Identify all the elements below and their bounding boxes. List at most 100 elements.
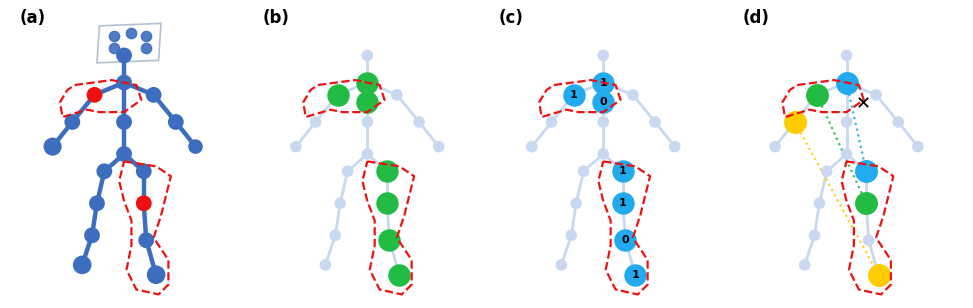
Point	[858, 201, 874, 206]
Point	[839, 80, 854, 85]
Point	[379, 201, 395, 206]
Point	[871, 272, 886, 277]
Polygon shape	[97, 23, 161, 63]
Point	[576, 169, 592, 174]
Point	[389, 92, 405, 97]
Point	[595, 100, 611, 105]
Point	[106, 46, 122, 51]
Point	[615, 169, 631, 174]
Text: 0: 0	[622, 235, 630, 245]
Point	[87, 92, 102, 97]
Point	[391, 272, 407, 277]
Point	[811, 201, 827, 206]
Point	[360, 100, 376, 105]
Point	[431, 144, 447, 149]
Point	[74, 262, 90, 267]
Text: (d): (d)	[742, 9, 770, 27]
Text: 1: 1	[631, 270, 639, 280]
Point	[858, 201, 874, 206]
Point	[117, 53, 132, 58]
Point	[839, 120, 854, 124]
Point	[566, 92, 582, 97]
Point	[839, 80, 854, 85]
Point	[45, 144, 60, 149]
Point	[810, 92, 825, 97]
Point	[625, 92, 640, 97]
Point	[360, 80, 376, 85]
Point	[412, 120, 427, 124]
Point	[810, 92, 825, 97]
Point	[379, 201, 395, 206]
Point	[168, 120, 184, 124]
Point	[360, 120, 376, 124]
Point	[595, 80, 611, 85]
Point	[288, 144, 304, 149]
Point	[64, 120, 80, 124]
Point	[391, 272, 407, 277]
Point	[524, 144, 540, 149]
Point	[568, 201, 584, 206]
Point	[615, 201, 631, 206]
Text: 1: 1	[599, 78, 607, 87]
Point	[787, 120, 803, 124]
Point	[85, 233, 100, 238]
Text: ✕: ✕	[856, 96, 871, 114]
Point	[871, 272, 886, 277]
Point	[381, 238, 397, 243]
Point	[868, 92, 883, 97]
Point	[333, 201, 348, 206]
Point	[819, 169, 835, 174]
Point	[615, 169, 631, 174]
Point	[628, 272, 643, 277]
Point	[807, 233, 822, 238]
Point	[106, 33, 122, 38]
Point	[858, 169, 874, 174]
Point	[117, 120, 132, 124]
Point	[618, 238, 633, 243]
Point	[379, 169, 395, 174]
Point	[148, 272, 163, 277]
Point	[136, 169, 152, 174]
Text: (c): (c)	[499, 9, 523, 27]
Point	[839, 53, 854, 58]
Point	[360, 80, 376, 85]
Point	[890, 120, 906, 124]
Point	[768, 144, 783, 149]
Text: 0: 0	[599, 97, 607, 107]
Point	[138, 33, 154, 38]
Point	[96, 169, 112, 174]
Point	[117, 80, 132, 85]
Point	[317, 262, 333, 267]
Point	[647, 120, 663, 124]
Point	[595, 152, 611, 156]
Point	[307, 120, 323, 124]
Point	[615, 201, 631, 206]
Point	[797, 262, 812, 267]
Text: (a): (a)	[19, 9, 46, 27]
Point	[858, 169, 874, 174]
Text: 1: 1	[619, 198, 627, 208]
Point	[595, 80, 611, 85]
Point	[667, 144, 682, 149]
Point	[360, 53, 376, 58]
Point	[136, 201, 152, 206]
Point	[124, 31, 139, 36]
Point	[379, 169, 395, 174]
Point	[381, 238, 397, 243]
Point	[328, 233, 343, 238]
Point	[340, 169, 355, 174]
Point	[910, 144, 925, 149]
Point	[90, 201, 105, 206]
Point	[563, 233, 579, 238]
Text: 1: 1	[570, 90, 578, 100]
Point	[146, 92, 162, 97]
Point	[360, 152, 376, 156]
Point	[566, 92, 582, 97]
Point	[330, 92, 345, 97]
Text: (b): (b)	[263, 9, 290, 27]
Point	[618, 238, 633, 243]
Point	[117, 152, 132, 156]
Point	[554, 262, 569, 267]
Point	[188, 144, 203, 149]
Point	[628, 272, 643, 277]
